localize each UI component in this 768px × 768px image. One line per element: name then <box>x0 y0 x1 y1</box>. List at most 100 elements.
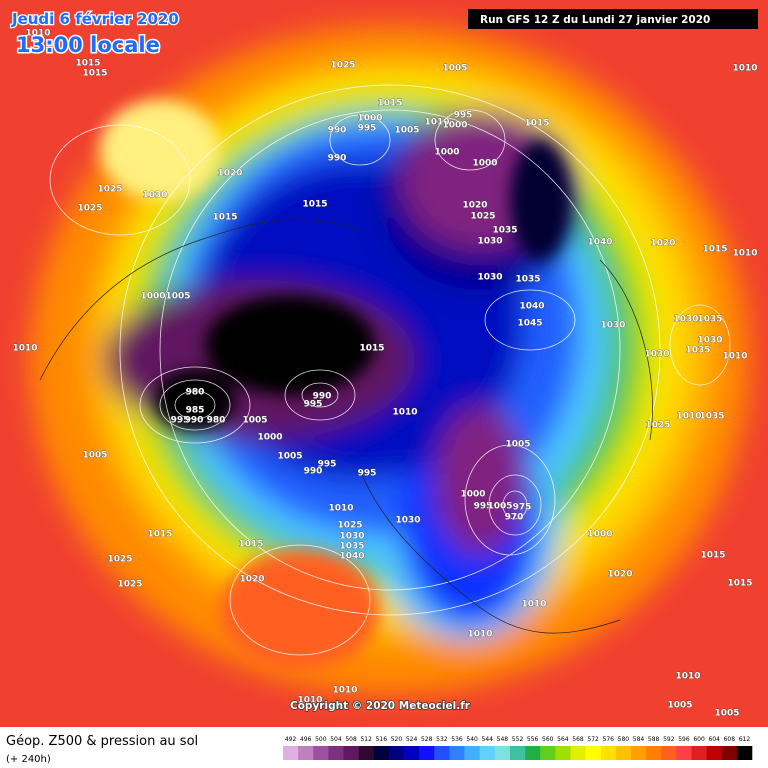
isobar-label: 1025 <box>97 185 122 195</box>
scale-swatch <box>358 746 375 760</box>
isobar-label: 1000 <box>442 121 467 131</box>
isobar-label: 1015 <box>82 69 107 79</box>
scale-swatch <box>646 746 662 760</box>
run-info: Run GFS 12 Z du Lundi 27 janvier 2020 <box>480 14 710 26</box>
scale-swatch <box>630 746 647 760</box>
isobar-label: 1005 <box>667 701 692 711</box>
isobar-label: 995 <box>474 502 493 512</box>
isobar-label: 1015 <box>359 344 384 354</box>
isobars <box>49 84 731 656</box>
scale-swatch <box>585 746 602 760</box>
isobar-label: 980 <box>207 416 226 426</box>
scale-label: 492 <box>285 736 297 743</box>
scale-label: 548 <box>497 736 509 743</box>
isobar-label: 1005 <box>165 292 190 302</box>
scale-swatch <box>283 746 299 760</box>
isobar-label: 1035 <box>699 412 724 422</box>
forecast-date: Jeudi 6 février 2020 <box>11 10 179 28</box>
color-scale: 492 496 500 504 508 512 516 520 524 528 532 536 540 5… <box>283 736 753 760</box>
scale-label: 604 <box>708 736 720 743</box>
scale-label: 540 <box>466 736 478 743</box>
isobar-label: 1010 <box>25 29 50 39</box>
scale-label: 596 <box>678 736 690 743</box>
scale-label: 560 <box>542 736 554 743</box>
scale-label: 564 <box>557 736 569 743</box>
scale-label: 512 <box>360 736 372 743</box>
isobar-label: 1010 <box>392 408 417 418</box>
scale-label: 576 <box>603 736 615 743</box>
run-box <box>468 9 758 29</box>
scale-swatch <box>313 746 329 760</box>
isobar-label: 1025 <box>330 61 355 71</box>
isobar-label: 1035 <box>685 346 710 356</box>
scale-swatch <box>494 746 511 760</box>
isobar-label: 1000 <box>357 114 382 124</box>
scale-swatch <box>449 746 465 760</box>
isobar-label: 990 <box>328 126 347 136</box>
isobar-label: 1015 <box>727 579 752 589</box>
isobar-label: 1035 <box>339 542 364 552</box>
isobar-label: 1005 <box>505 440 530 450</box>
scale-label: 608 <box>724 736 736 743</box>
isobar-label: 1000 <box>257 433 282 443</box>
isobar-label: 1020 <box>650 239 675 249</box>
isobar-label: 1005 <box>442 64 467 74</box>
isobar-label: 1030 <box>142 191 167 201</box>
isobar-label: 1010 <box>521 600 546 610</box>
isobar-label: 975 <box>513 503 532 513</box>
isobar-label: 990 <box>304 467 323 477</box>
isobar-label: 1030 <box>339 532 364 542</box>
coastlines <box>39 218 653 634</box>
isobar-label: 1015 <box>524 119 549 129</box>
scale-label: 516 <box>376 736 388 743</box>
scale-label: 600 <box>693 736 705 743</box>
isobar-label: 1035 <box>492 226 517 236</box>
scale-swatch <box>373 746 390 760</box>
isobar-label: 1030 <box>477 273 502 283</box>
scale-label: 528 <box>421 736 433 743</box>
copyright: Copyright © 2020 Meteociel.fr <box>290 700 471 712</box>
scale-swatch <box>479 746 496 760</box>
footer-title: Géop. Z500 & pression au sol <box>6 734 198 749</box>
isobar-label: 1010 <box>332 686 357 696</box>
isobar-label: 1005 <box>487 502 512 512</box>
isobar-label: 1030 <box>673 315 698 325</box>
isobar-label: 1040 <box>519 302 544 312</box>
isobar-label: 1005 <box>242 416 267 426</box>
isobar-label: 980 <box>186 388 205 398</box>
scale-label: 552 <box>512 736 524 743</box>
isobar-label: 1025 <box>77 204 102 214</box>
isobar-label: 1015 <box>377 99 402 109</box>
isobar-label: 1000 <box>587 530 612 540</box>
isobar-label: 985 <box>186 406 205 416</box>
isobar-label: 1045 <box>517 319 542 329</box>
isobar-label: 1015 <box>700 551 725 561</box>
scale-label: 508 <box>345 736 357 743</box>
scale-label: 572 <box>587 736 599 743</box>
isobar-label: 995 <box>304 400 323 410</box>
scale-swatch <box>298 746 314 760</box>
isobar-label: 1005 <box>714 709 739 719</box>
isobar-label: 1000 <box>460 490 485 500</box>
scale-swatch <box>540 746 556 760</box>
isobar-label: 995 <box>318 460 337 470</box>
scale-swatch <box>388 746 405 760</box>
isobar-label: 1015 <box>238 540 263 550</box>
map-field <box>0 0 768 727</box>
isobar-label: 1015 <box>212 213 237 223</box>
scale-swatch <box>676 746 692 760</box>
scale-swatch <box>343 746 359 760</box>
isobar-label: 1030 <box>395 516 420 526</box>
isobar-label: 1020 <box>462 201 487 211</box>
isobar-label: 1000 <box>472 159 497 169</box>
scale-label: 568 <box>572 736 584 743</box>
isobar-label: 1010 <box>722 352 747 362</box>
isobar-label: 1030 <box>697 336 722 346</box>
scale-label: 592 <box>663 736 675 743</box>
isobar-label: 995 <box>454 111 473 121</box>
isobar-label: 990 <box>185 416 204 426</box>
isobar-label: 1010 <box>676 412 701 422</box>
scale-swatch <box>419 746 435 760</box>
isobar-label: 1030 <box>600 321 625 331</box>
scale-swatch <box>661 746 677 760</box>
